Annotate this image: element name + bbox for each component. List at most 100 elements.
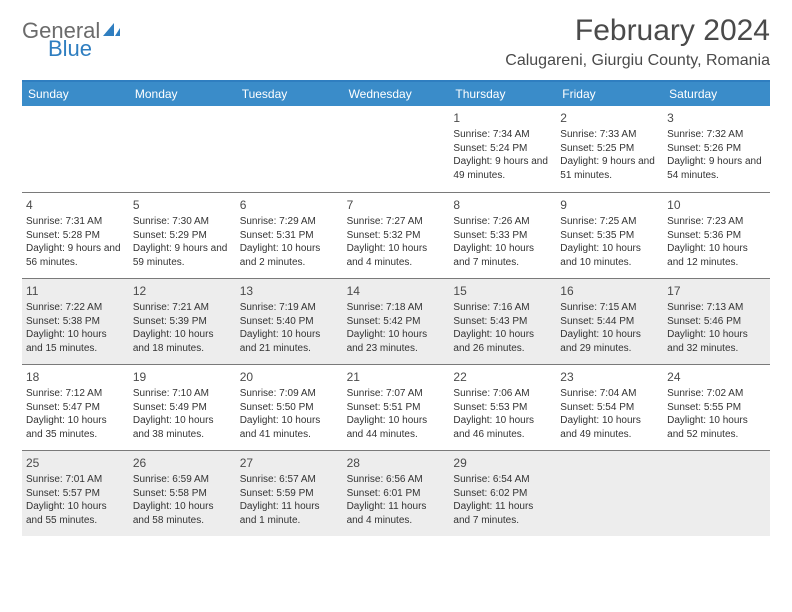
- daylight-line: Daylight: 10 hours and 58 minutes.: [133, 500, 232, 527]
- sunset-line: Sunset: 5:51 PM: [347, 401, 446, 415]
- calendar-grid: SundayMondayTuesdayWednesdayThursdayFrid…: [22, 80, 770, 536]
- brand-logo: GeneralBlue: [22, 20, 122, 60]
- calendar-day-cell: 8 Sunrise: 7:26 AMSunset: 5:33 PMDaylight…: [449, 192, 556, 278]
- sunrise-line: Sunrise: 7:15 AM: [560, 301, 659, 315]
- sunrise-line: Sunrise: 7:34 AM: [453, 128, 552, 142]
- sunrise-line: Sunrise: 7:30 AM: [133, 215, 232, 229]
- day-number: 28: [347, 455, 446, 471]
- sunset-line: Sunset: 5:39 PM: [133, 315, 232, 329]
- sunrise-line: Sunrise: 7:04 AM: [560, 387, 659, 401]
- month-title: February 2024: [505, 14, 770, 48]
- sunset-line: Sunset: 5:57 PM: [26, 487, 125, 501]
- sunset-line: Sunset: 5:25 PM: [560, 142, 659, 156]
- calendar-day-cell: 6 Sunrise: 7:29 AMSunset: 5:31 PMDaylight…: [236, 192, 343, 278]
- daylight-line: Daylight: 10 hours and 15 minutes.: [26, 328, 125, 355]
- sunrise-line: Sunrise: 7:31 AM: [26, 215, 125, 229]
- daylight-line: Daylight: 10 hours and 26 minutes.: [453, 328, 552, 355]
- sunrise-line: Sunrise: 7:01 AM: [26, 473, 125, 487]
- sunrise-line: Sunrise: 7:10 AM: [133, 387, 232, 401]
- day-number: 20: [240, 369, 339, 385]
- day-number: 29: [453, 455, 552, 471]
- sunset-line: Sunset: 5:58 PM: [133, 487, 232, 501]
- calendar-day-cell: 21Sunrise: 7:07 AMSunset: 5:51 PMDayligh…: [343, 364, 450, 450]
- sunset-line: Sunset: 5:59 PM: [240, 487, 339, 501]
- calendar-empty-cell: [236, 106, 343, 192]
- sunset-line: Sunset: 5:43 PM: [453, 315, 552, 329]
- daylight-line: Daylight: 10 hours and 29 minutes.: [560, 328, 659, 355]
- calendar-day-cell: 19 Sunrise: 7:10 AMSunset: 5:49 PMDayligh…: [129, 364, 236, 450]
- calendar-day-cell: 20Sunrise: 7:09 AMSunset: 5:50 PMDayligh…: [236, 364, 343, 450]
- sunrise-line: Sunrise: 7:29 AM: [240, 215, 339, 229]
- sunset-line: Sunset: 5:31 PM: [240, 229, 339, 243]
- daylight-line: Daylight: 9 hours and 59 minutes.: [133, 242, 232, 269]
- daylight-line: Daylight: 10 hours and 2 minutes.: [240, 242, 339, 269]
- calendar-day-cell: 3Sunrise: 7:32 AMSunset: 5:26 PMDaylight…: [663, 106, 770, 192]
- logo-sail-icon: [102, 21, 122, 42]
- daylight-line: Daylight: 10 hours and 38 minutes.: [133, 414, 232, 441]
- calendar-day-cell: 15Sunrise: 7:16 AMSunset: 5:43 PMDayligh…: [449, 278, 556, 364]
- sunset-line: Sunset: 5:28 PM: [26, 229, 125, 243]
- sunrise-line: Sunrise: 7:19 AM: [240, 301, 339, 315]
- daylight-line: Daylight: 10 hours and 18 minutes.: [133, 328, 232, 355]
- sunset-line: Sunset: 5:53 PM: [453, 401, 552, 415]
- daylight-line: Daylight: 10 hours and 12 minutes.: [667, 242, 766, 269]
- calendar-day-cell: 24Sunrise: 7:02 AMSunset: 5:55 PMDayligh…: [663, 364, 770, 450]
- day-number: 7: [347, 197, 446, 213]
- sunset-line: Sunset: 5:26 PM: [667, 142, 766, 156]
- daylight-line: Daylight: 10 hours and 10 minutes.: [560, 242, 659, 269]
- day-number: 18: [26, 369, 125, 385]
- daylight-line: Daylight: 10 hours and 23 minutes.: [347, 328, 446, 355]
- calendar-day-cell: 16Sunrise: 7:15 AMSunset: 5:44 PMDayligh…: [556, 278, 663, 364]
- sunset-line: Sunset: 5:55 PM: [667, 401, 766, 415]
- calendar-empty-cell: [343, 106, 450, 192]
- daylight-line: Daylight: 10 hours and 46 minutes.: [453, 414, 552, 441]
- sunrise-line: Sunrise: 6:57 AM: [240, 473, 339, 487]
- sunrise-line: Sunrise: 7:23 AM: [667, 215, 766, 229]
- sunrise-line: Sunrise: 7:18 AM: [347, 301, 446, 315]
- calendar-day-cell: 1Sunrise: 7:34 AMSunset: 5:24 PMDaylight…: [449, 106, 556, 192]
- daylight-line: Daylight: 10 hours and 21 minutes.: [240, 328, 339, 355]
- calendar-day-cell: 7Sunrise: 7:27 AMSunset: 5:32 PMDaylight…: [343, 192, 450, 278]
- day-number: 10: [667, 197, 766, 213]
- weekday-header: Monday: [129, 82, 236, 106]
- sunrise-line: Sunrise: 7:25 AM: [560, 215, 659, 229]
- calendar-day-cell: 22 Sunrise: 7:06 AMSunset: 5:53 PMDayligh…: [449, 364, 556, 450]
- sunset-line: Sunset: 5:54 PM: [560, 401, 659, 415]
- day-number: 8: [453, 197, 552, 213]
- calendar-day-cell: 11Sunrise: 7:22 AMSunset: 5:38 PMDayligh…: [22, 278, 129, 364]
- daylight-line: Daylight: 9 hours and 51 minutes.: [560, 155, 659, 182]
- sunset-line: Sunset: 5:24 PM: [453, 142, 552, 156]
- calendar-empty-cell: [129, 106, 236, 192]
- daylight-line: Daylight: 10 hours and 35 minutes.: [26, 414, 125, 441]
- sunrise-line: Sunrise: 7:22 AM: [26, 301, 125, 315]
- daylight-line: Daylight: 10 hours and 4 minutes.: [347, 242, 446, 269]
- sunrise-line: Sunrise: 7:02 AM: [667, 387, 766, 401]
- sunset-line: Sunset: 5:36 PM: [667, 229, 766, 243]
- sunrise-line: Sunrise: 7:26 AM: [453, 215, 552, 229]
- day-number: 6: [240, 197, 339, 213]
- sunset-line: Sunset: 5:49 PM: [133, 401, 232, 415]
- sunset-line: Sunset: 5:32 PM: [347, 229, 446, 243]
- day-number: 4: [26, 197, 125, 213]
- day-number: 25: [26, 455, 125, 471]
- sunrise-line: Sunrise: 7:12 AM: [26, 387, 125, 401]
- day-number: 16: [560, 283, 659, 299]
- sunset-line: Sunset: 6:01 PM: [347, 487, 446, 501]
- day-number: 24: [667, 369, 766, 385]
- calendar-day-cell: 26Sunrise: 6:59 AMSunset: 5:58 PMDayligh…: [129, 450, 236, 536]
- calendar-empty-cell: [556, 450, 663, 536]
- sunset-line: Sunset: 5:33 PM: [453, 229, 552, 243]
- sunrise-line: Sunrise: 7:06 AM: [453, 387, 552, 401]
- sunrise-line: Sunrise: 7:16 AM: [453, 301, 552, 315]
- daylight-line: Daylight: 9 hours and 54 minutes.: [667, 155, 766, 182]
- day-number: 19: [133, 369, 232, 385]
- day-number: 11: [26, 283, 125, 299]
- day-number: 27: [240, 455, 339, 471]
- weekday-header: Friday: [556, 82, 663, 106]
- sunset-line: Sunset: 5:47 PM: [26, 401, 125, 415]
- daylight-line: Daylight: 10 hours and 7 minutes.: [453, 242, 552, 269]
- weekday-header: Tuesday: [236, 82, 343, 106]
- daylight-line: Daylight: 10 hours and 41 minutes.: [240, 414, 339, 441]
- day-number: 21: [347, 369, 446, 385]
- day-number: 22: [453, 369, 552, 385]
